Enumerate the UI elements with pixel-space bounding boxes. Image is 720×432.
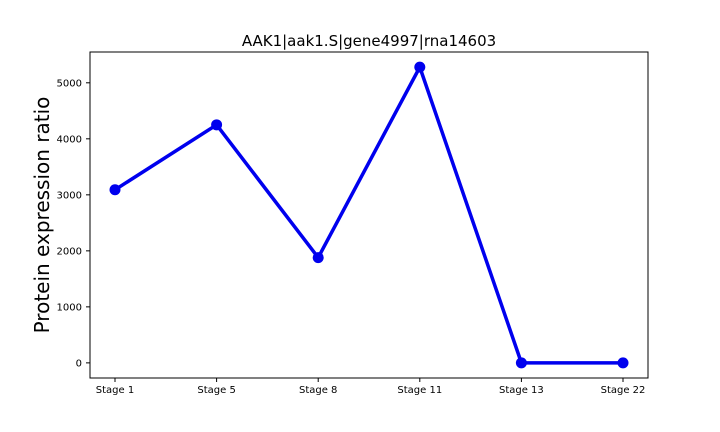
data-point — [414, 61, 426, 73]
y-tick-label: 3000 — [57, 190, 82, 201]
data-point — [617, 357, 629, 369]
series-layer — [109, 61, 629, 369]
y-axis-label: Protein expression ratio — [30, 97, 54, 334]
y-tick-label: 0 — [76, 358, 82, 369]
y-axis: 0 1000 2000 3000 4000 5000 — [57, 78, 90, 369]
x-tick-label: Stage 11 — [397, 385, 442, 396]
data-point — [211, 119, 223, 131]
x-tick-label: Stage 13 — [499, 385, 544, 396]
data-point — [312, 252, 324, 264]
y-tick-label: 1000 — [57, 302, 82, 313]
x-tick-label: Stage 8 — [299, 385, 337, 396]
x-axis: Stage 1 Stage 5 Stage 8 Stage 11 Stage 13 Sta… — [96, 378, 646, 396]
data-point — [515, 357, 527, 369]
y-tick-label: 5000 — [57, 78, 82, 89]
y-tick-label: 4000 — [57, 134, 82, 145]
chart-title: AAK1|aak1.S|gene4997|rna14603 — [242, 32, 496, 50]
x-tick-label: Stage 1 — [96, 385, 134, 396]
x-tick-label: Stage 5 — [197, 385, 235, 396]
data-point — [109, 184, 121, 196]
plot-area — [89, 51, 649, 379]
series-line — [114, 65, 623, 365]
y-tick-label: 2000 — [57, 246, 82, 257]
x-tick-label: Stage 22 — [601, 385, 646, 396]
